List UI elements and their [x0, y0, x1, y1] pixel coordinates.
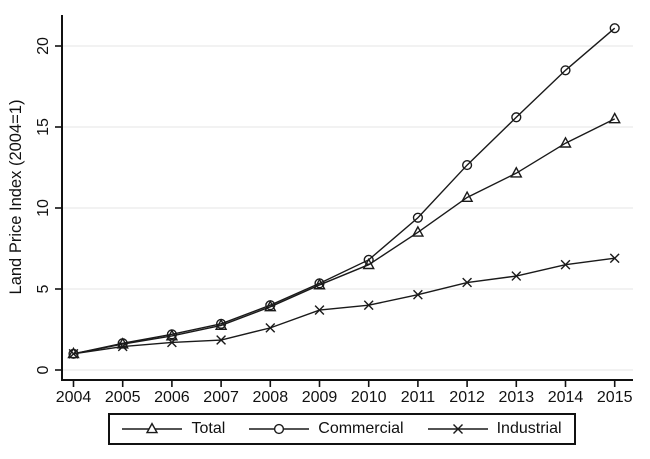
circle-marker: [68, 348, 79, 359]
x-tick-label: 2006: [154, 389, 190, 406]
series-line-total: [73, 118, 616, 355]
chart-legend: Total Commercial Industrial: [108, 413, 576, 445]
y-tick-label: 10: [35, 199, 52, 217]
series-line-commercial: [73, 27, 616, 355]
circle-marker: [363, 254, 374, 265]
circle-marker: [412, 212, 424, 223]
legend-item-industrial: Industrial: [427, 420, 562, 438]
x-tick-label: 2005: [105, 389, 141, 406]
triangle-marker: [460, 190, 474, 202]
y-axis-title: Land Price Index (2004=1): [7, 100, 25, 295]
x-marker: [560, 259, 571, 270]
x-marker: [314, 305, 325, 315]
x-tick-label: 2012: [449, 389, 485, 406]
x-tick-label: 2011: [401, 389, 436, 406]
triangle-marker-icon: [122, 422, 183, 434]
x-tick-label: 2010: [351, 389, 387, 406]
triangle-marker: [559, 136, 572, 148]
x-tick-label: 2013: [499, 389, 535, 406]
circle-marker: [314, 278, 325, 289]
x-marker: [265, 322, 276, 333]
x-tick-label: 2009: [302, 389, 338, 406]
legend-label-total: Total: [191, 420, 226, 437]
triangle-marker: [313, 278, 326, 290]
x-marker: [363, 300, 374, 311]
x-marker: [462, 277, 472, 288]
triangle-marker: [165, 329, 179, 341]
circle-marker: [265, 300, 276, 311]
legend-label-industrial: Industrial: [496, 420, 562, 437]
x-tick-label: 2008: [253, 389, 289, 406]
x-marker: [68, 348, 79, 359]
x-marker: [167, 337, 177, 348]
circle-marker: [560, 65, 571, 76]
x-tick-label: 2015: [597, 389, 633, 406]
y-tick-label: 0: [35, 365, 52, 374]
triangle-marker: [214, 318, 228, 330]
x-marker: [413, 289, 423, 300]
x-marker: [609, 253, 620, 264]
line-chart-svg: 0 5 10 15 20 2004 2005 2006 2007 2008 2009 2010 2011…: [7, 15, 633, 406]
circle-marker: [609, 23, 620, 34]
circle-marker-icon: [249, 423, 310, 435]
triangle-marker: [264, 299, 277, 312]
x-marker: [117, 341, 128, 352]
series-line-industrial: [73, 257, 615, 355]
circle-marker: [216, 318, 227, 329]
y-tick-label: 20: [35, 37, 52, 55]
triangle-marker: [411, 225, 425, 237]
legend-label-commercial: Commercial: [318, 420, 404, 437]
triangle-marker: [510, 166, 523, 178]
circle-marker: [511, 112, 522, 123]
circle-marker: [462, 159, 473, 171]
y-tick-label: 5: [35, 284, 52, 293]
legend-item-total: Total: [122, 420, 225, 438]
circle-marker: [166, 329, 178, 340]
x-tick-label: 2014: [548, 389, 584, 406]
y-tick-label: 15: [35, 118, 52, 136]
circle-marker: [117, 338, 128, 349]
x-marker: [511, 271, 522, 281]
x-marker-icon: [427, 424, 488, 434]
x-tick-label: 2007: [203, 389, 239, 406]
triangle-marker: [608, 112, 621, 124]
x-tick-label: 2004: [56, 389, 92, 406]
x-marker: [216, 335, 226, 345]
legend-item-commercial: Commercial: [249, 420, 404, 438]
